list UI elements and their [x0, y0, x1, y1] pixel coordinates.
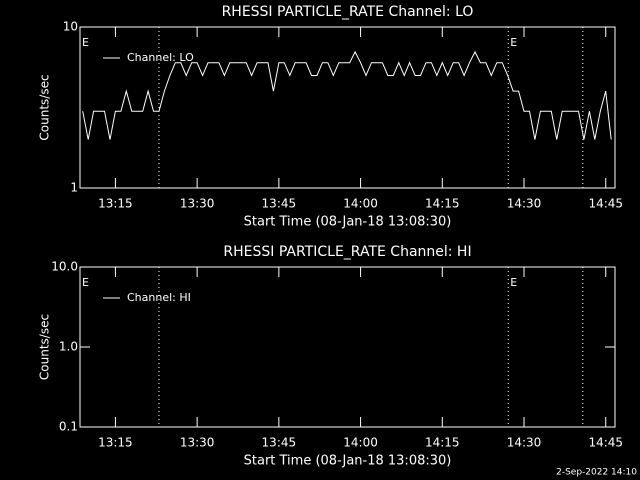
chart-title: RHESSI PARTICLE_RATE Channel: LO — [222, 4, 474, 20]
x-tick-label: 13:15 — [98, 197, 133, 211]
x-axis-label: Start Time (08-Jan-18 13:08:30) — [244, 454, 452, 469]
event-label: E — [82, 36, 89, 49]
x-axis-label: Start Time (08-Jan-18 13:08:30) — [244, 215, 452, 230]
y-tick-label: 10 — [63, 20, 78, 34]
data-line — [82, 50, 612, 140]
x-tick-label: 14:15 — [425, 436, 460, 450]
x-tick-label: 14:45 — [588, 436, 623, 450]
x-tick-label: 14:30 — [507, 436, 542, 450]
x-tick-label: 13:30 — [180, 436, 215, 450]
x-tick-label: 13:45 — [262, 197, 297, 211]
x-tick-label: 14:00 — [343, 436, 378, 450]
legend-label: Channel: HI — [127, 291, 191, 304]
footer-bg — [556, 464, 640, 480]
y-tick-label: 10.0 — [51, 260, 78, 274]
y-tick-label: 1 — [70, 181, 78, 195]
x-tick-label: 14:00 — [343, 197, 378, 211]
x-tick-label: 13:15 — [98, 436, 133, 450]
event-label: E — [510, 36, 517, 49]
plot-frame — [79, 26, 616, 189]
x-tick-label: 13:45 — [262, 436, 297, 450]
event-label: E — [510, 276, 517, 289]
footer: 2-Sep-2022 14:10 — [556, 468, 637, 478]
y-axis-label: Counts/sec — [38, 314, 52, 380]
y-axis-label: Counts/sec — [38, 74, 52, 140]
x-tick-label: 14:15 — [425, 197, 460, 211]
legend-label: Channel: LO — [127, 51, 194, 64]
chart-title: RHESSI PARTICLE_RATE Channel: HI — [223, 244, 471, 260]
y-tick-label: 1.0 — [59, 340, 78, 354]
x-tick-label: 14:30 — [507, 197, 542, 211]
y-tick-label: 0.1 — [59, 420, 78, 434]
event-label: E — [82, 276, 89, 289]
x-tick-label: 13:30 — [180, 197, 215, 211]
x-tick-label: 14:45 — [588, 197, 623, 211]
